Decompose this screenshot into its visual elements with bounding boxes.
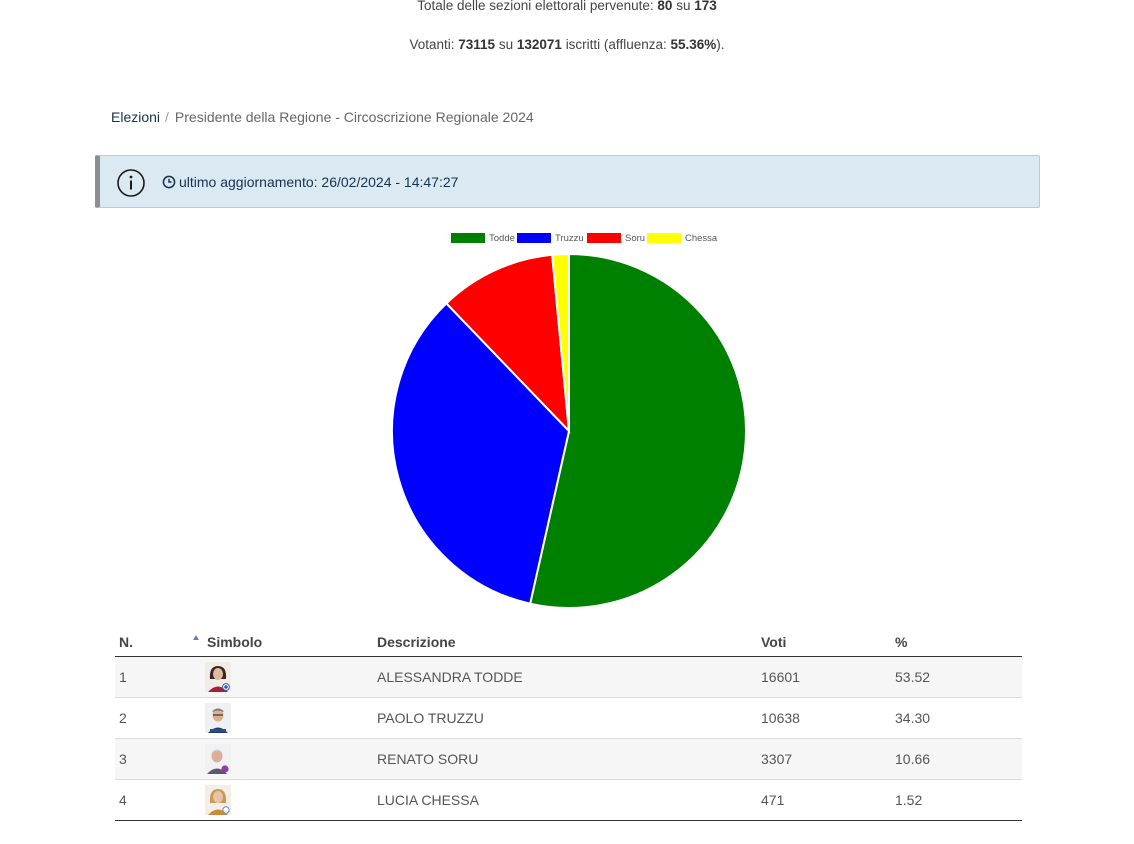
turnout-value: 55.36%	[670, 37, 717, 52]
registered-count: 132071	[516, 37, 562, 52]
turnout-summary: Votanti: 73115 su 132071 iscritti (afflu…	[0, 37, 1134, 52]
legend-label-todde[interactable]: Todde	[489, 233, 515, 244]
breadcrumb-home-link[interactable]: Elezioni	[111, 109, 161, 125]
results-table: N. Simbolo Descrizione Voti % 1 ALESSAND…	[115, 628, 1022, 821]
col-header-symbol-label: Simbolo	[207, 634, 263, 650]
legend-label-chessa[interactable]: Chessa	[685, 233, 718, 244]
sections-total: 173	[694, 0, 717, 13]
sections-received: 80	[657, 0, 673, 13]
row-number: 3	[115, 738, 189, 780]
row-percent: 53.52	[891, 656, 1022, 698]
sections-summary: Totale delle sezioni elettorali pervenut…	[0, 0, 1134, 13]
breadcrumb-current: Presidente della Regione - Circoscrizion…	[174, 109, 534, 125]
voters-of: su	[498, 37, 514, 52]
sections-label: Totale delle sezioni elettorali pervenut…	[417, 0, 654, 13]
row-number: 1	[115, 656, 189, 698]
row-votes: 471	[757, 779, 891, 821]
col-header-votes[interactable]: Voti	[757, 628, 891, 657]
row-votes: 16601	[757, 656, 891, 698]
pie-slice-chessa[interactable]	[551, 252, 570, 432]
row-symbol	[189, 697, 373, 739]
row-votes: 3307	[757, 738, 891, 780]
legend-label-soru[interactable]: Soru	[625, 233, 645, 244]
sort-asc-icon	[193, 635, 199, 640]
table-row: 4 LUCIA CHESSA 471 1.52	[115, 779, 1022, 821]
legend-swatch-soru[interactable]	[587, 233, 621, 243]
sections-of: su	[676, 0, 691, 13]
breadcrumb-separator: /	[165, 109, 169, 125]
voters-count: 73115	[458, 37, 496, 52]
pie-slice-soru[interactable]	[444, 253, 571, 434]
table-row: 2 PAOLO TRUZZU 10638 34.30	[115, 697, 1022, 739]
row-description: RENATO SORU	[373, 738, 757, 780]
legend-swatch-todde[interactable]	[451, 233, 485, 243]
legend-label-truzzu[interactable]: Truzzu	[555, 233, 584, 244]
table-row: 1 ALESSANDRA TODDE 16601 53.52	[115, 656, 1022, 698]
row-description: ALESSANDRA TODDE	[373, 656, 757, 698]
col-header-n[interactable]: N.	[115, 628, 189, 657]
table-row: 3 RENATO SORU 3307 10.66	[115, 738, 1022, 780]
candidate-photo-truzzu	[205, 703, 231, 733]
row-percent: 34.30	[891, 697, 1022, 739]
pie-slice-todde[interactable]	[528, 252, 747, 609]
col-header-symbol[interactable]: Simbolo	[189, 628, 373, 657]
candidate-photo-todde	[205, 662, 231, 692]
candidate-photo-chessa	[205, 785, 231, 815]
table-header-row: N. Simbolo Descrizione Voti %	[115, 628, 1022, 657]
clock-icon	[162, 175, 176, 189]
row-votes: 10638	[757, 697, 891, 739]
legend-swatch-chessa[interactable]	[647, 233, 681, 243]
row-symbol	[189, 656, 373, 698]
registered-label: iscritti (affluenza:	[565, 37, 667, 52]
row-number: 4	[115, 779, 189, 821]
candidate-photo-soru	[205, 744, 231, 774]
col-header-percent[interactable]: %	[891, 628, 1022, 657]
row-description: LUCIA CHESSA	[373, 779, 757, 821]
turnout-close: ).	[716, 37, 725, 52]
breadcrumb: Elezioni / Presidente della Regione - Circ…	[111, 109, 534, 125]
row-symbol	[189, 779, 373, 821]
row-description: PAOLO TRUZZU	[373, 697, 757, 739]
col-header-description[interactable]: Descrizione	[373, 628, 757, 657]
row-symbol	[189, 738, 373, 780]
row-number: 2	[115, 697, 189, 739]
pie-chart: Todde Truzzu Soru Chessa	[391, 233, 747, 609]
update-alert: ultimo aggiornamento: 26/02/2024 - 14:47…	[95, 155, 1040, 208]
row-percent: 10.66	[891, 738, 1022, 780]
voters-label: Votanti:	[409, 37, 455, 52]
legend-swatch-truzzu[interactable]	[517, 233, 551, 243]
pie-slice-truzzu[interactable]	[391, 301, 571, 605]
row-percent: 1.52	[891, 779, 1022, 821]
last-update-text: ultimo aggiornamento: 26/02/2024 - 14:47…	[179, 174, 459, 190]
info-icon	[117, 169, 145, 197]
